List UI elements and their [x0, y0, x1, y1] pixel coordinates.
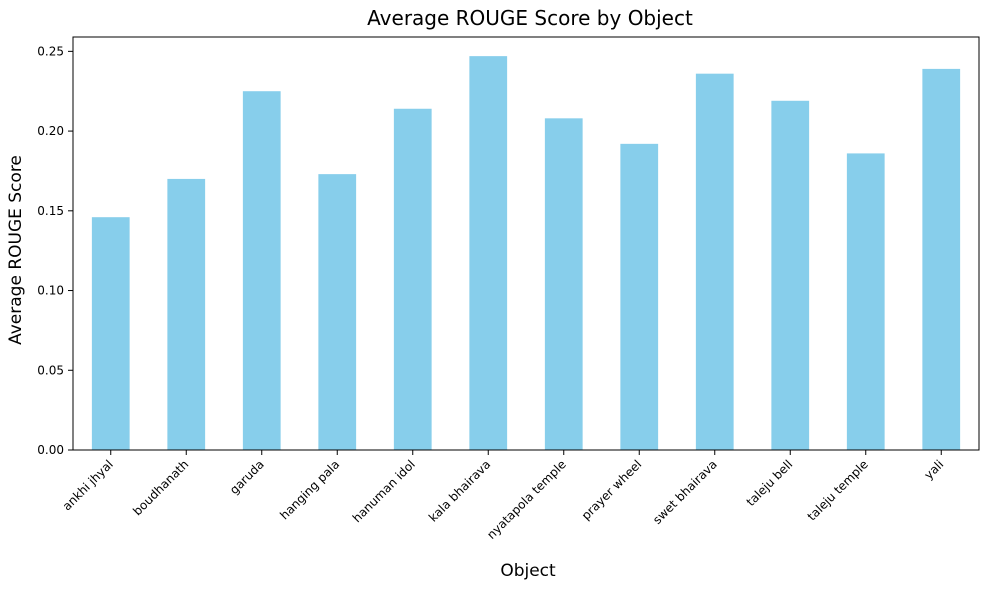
plot-frame	[72, 36, 980, 451]
y-tick-label: 0.05	[37, 363, 64, 377]
y-tick-label: 0.15	[37, 204, 64, 218]
bar-swet-bhairava	[695, 73, 734, 451]
x-tick-label: garuda	[227, 457, 267, 497]
y-tick-label: 0.20	[37, 124, 64, 138]
bar-yali	[922, 68, 961, 450]
x-tick-label: hanuman idol	[350, 457, 418, 525]
x-tick-label: ankhi jhyal	[60, 457, 116, 513]
bar-prayer-wheel	[620, 143, 659, 451]
y-tick-label: 0.10	[37, 284, 64, 298]
x-tick-label: nyatapola temple	[484, 457, 569, 542]
x-tick-label: swet bhairava	[650, 457, 720, 527]
x-tick-label: kala bhairava	[426, 457, 493, 524]
bar-ankhi-jhyal	[91, 217, 130, 450]
x-tick-label: taleju bell	[744, 457, 796, 509]
bar-hanuman-idol	[393, 108, 432, 450]
bars-group	[91, 56, 961, 451]
x-tick-label: yali	[922, 457, 947, 482]
x-axis-title: Object	[500, 561, 556, 581]
y-tick-label: 0.25	[37, 44, 64, 58]
x-tick-label: taleju temple	[805, 457, 871, 523]
bar-taleju-bell	[771, 100, 810, 450]
y-axis-title: Average ROUGE Score	[6, 155, 26, 345]
chart-title: Average ROUGE Score by Object	[367, 6, 693, 30]
bar-hanging-pala	[318, 174, 357, 450]
bar-boudhanath	[167, 178, 206, 450]
bar-garuda	[242, 91, 281, 450]
x-axis: ankhi jhyal boudhanath garuda hanging pala h…	[60, 450, 947, 542]
x-tick-label: prayer wheel	[579, 457, 645, 523]
x-tick-label: hanging pala	[277, 457, 342, 522]
bar-kala-bhairava	[469, 56, 508, 451]
bar-taleju-temple	[846, 153, 885, 451]
y-axis: 0.00 0.05 0.10 0.15 0.20 0.25	[37, 44, 73, 457]
y-tick-label: 0.00	[37, 443, 64, 457]
x-tick-label: boudhanath	[130, 457, 191, 518]
plot-border	[72, 36, 980, 451]
bar-nyatapola-temple	[544, 118, 583, 450]
